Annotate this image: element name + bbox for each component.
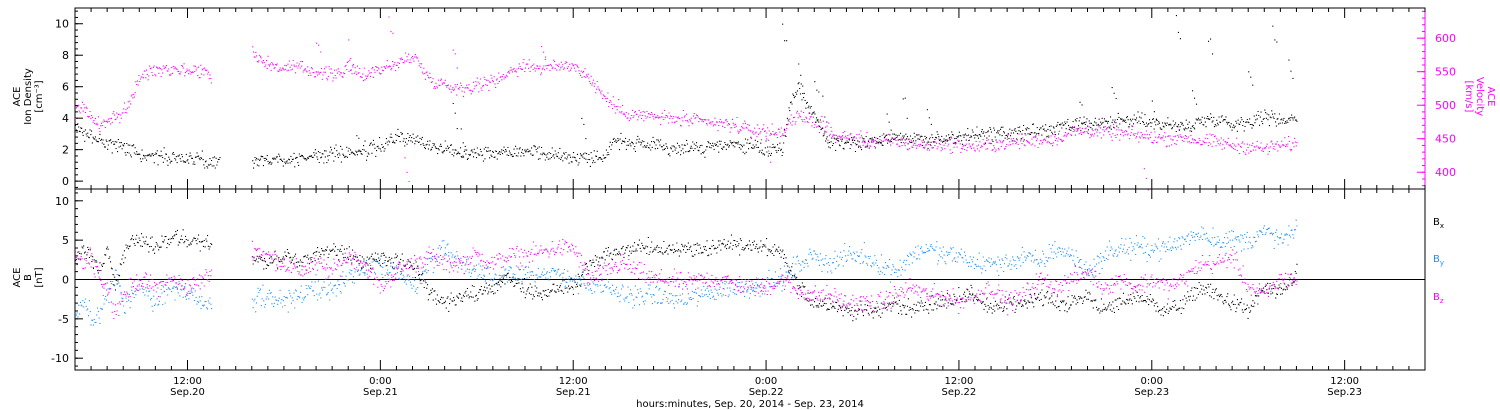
x-tick-label-date: Sep.21 [556,387,591,398]
velocity-axis-label-line: [km/s] [1463,81,1474,113]
velocity-series [75,16,1298,191]
legend-subscript: z [1440,297,1444,305]
density-axis-tick-label: 2 [62,144,69,157]
x-tick-label-date: Sep.23 [1134,387,1169,398]
x-tick-label-time: 0:00 [369,376,391,387]
x-axis-title: hours:minutes, Sep. 20, 2014 - Sep. 23, … [636,399,864,410]
by-series [75,219,1298,326]
bx-series [75,229,1298,322]
legend-entry-bz: Bz [1433,292,1444,305]
x-tick-label-time: 0:00 [1141,376,1163,387]
density-series [75,15,1298,169]
x-tick-label-date: Sep.21 [363,387,398,398]
density-axis-tick-label: 6 [62,81,69,94]
x-tick-label-time: 12:00 [945,376,974,387]
x-tick-label-date: Sep.23 [1327,387,1362,398]
velocity-axis-tick-label: 450 [1435,133,1456,146]
b-field-axis-tick-label: -10 [51,352,69,365]
legend-subscript: x [1440,222,1444,230]
density-axis-tick-label: 0 [62,175,69,188]
density-axis-label-line: [cm⁻³] [34,80,45,112]
legend-entry-bx: Bx [1433,217,1444,230]
velocity-axis-tick-label: 400 [1435,166,1456,179]
density-axis-tick-label: 4 [62,112,69,125]
velocity-axis-label-line: ACE [1485,87,1496,107]
density-axis-label-line: ACE [12,87,23,107]
x-tick-label-time: 12:00 [1330,376,1359,387]
density-axis-tick-label: 8 [62,49,69,62]
b-field-axis-tick-label: -5 [58,313,69,326]
x-tick-label-time: 12:00 [173,376,202,387]
b-field-axis-label-line: [nT] [34,267,45,287]
b-field-axis-tick-label: 0 [62,274,69,287]
x-tick-label-date: Sep.22 [942,387,977,398]
legend-subscript: y [1440,259,1444,267]
b-field-axis-tick-label: 10 [55,195,69,208]
velocity-axis-label-line: Velocity [1474,77,1485,116]
density-axis-label: ACE Ion Density [cm⁻³] [12,68,45,125]
velocity-axis-tick-label: 550 [1435,66,1456,79]
velocity-axis-tick-label: 500 [1435,99,1456,112]
velocity-axis-tick-label: 600 [1435,32,1456,45]
legend-entry-by: By [1433,254,1444,267]
density-axis-tick-label: 10 [55,18,69,31]
x-tick-label-time: 0:00 [755,376,777,387]
b-field-axis-label-line: ACE [12,268,23,288]
b-field-axis-label: ACE B [nT] [12,267,45,287]
b-field-axis-tick-label: 5 [62,234,69,247]
x-tick-label-date: Sep.20 [170,387,205,398]
time-axis: 12:00Sep.200:00Sep.2112:00Sep.210:00Sep.… [74,8,1426,398]
density-axis-label-line: Ion Density [23,68,34,125]
bz-series [75,239,1298,320]
b-field-axis-label-line: B [23,274,34,281]
x-tick-label-date: Sep.22 [749,387,784,398]
x-tick-label-time: 12:00 [559,376,588,387]
